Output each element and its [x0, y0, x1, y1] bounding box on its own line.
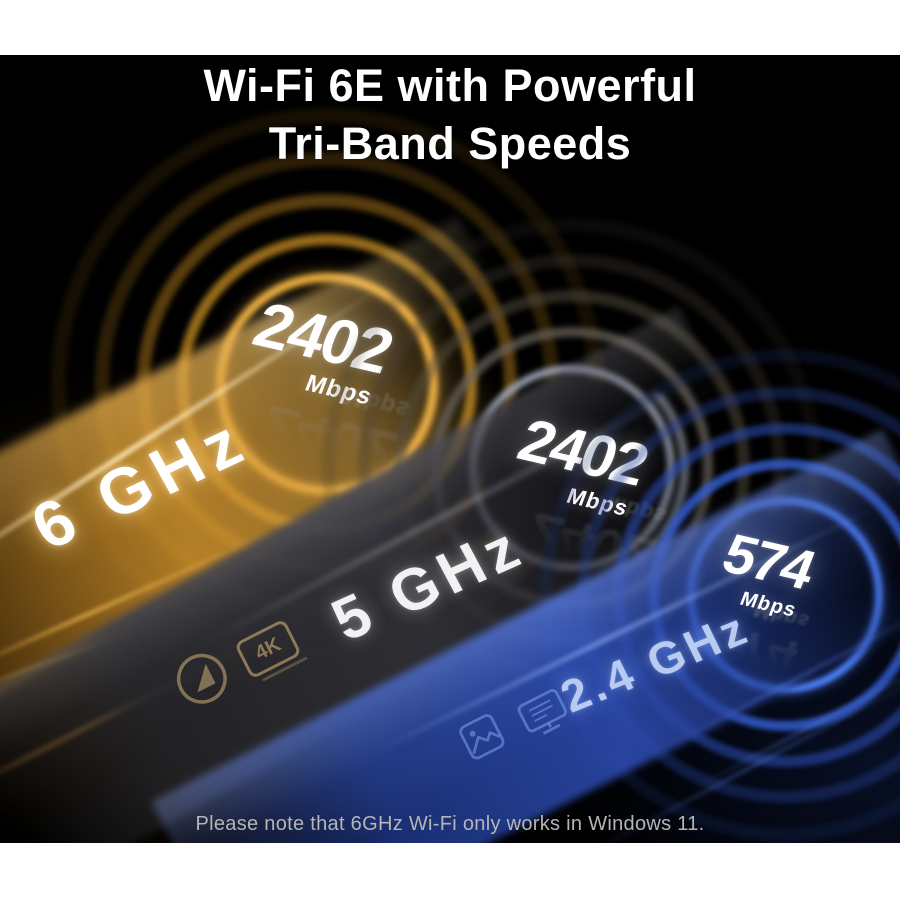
bottom-margin: [0, 843, 900, 900]
title-line-2: Tri-Band Speeds: [268, 118, 632, 169]
4k-badge-label: 4K: [251, 632, 285, 665]
hero-graphic: 2402 Mbps 2402 Mbps 6 GHz: [0, 55, 900, 843]
page-title: Wi-Fi 6E with Powerful Tri-Band Speeds: [0, 57, 900, 173]
monitor-icon: [511, 682, 580, 749]
navigation-arrow-circle-icon: [163, 640, 243, 722]
footnote: Please note that 6GHz Wi-Fi only works i…: [195, 813, 705, 835]
top-margin: [0, 0, 900, 55]
title-line-1: Wi-Fi 6E with Powerful: [203, 60, 697, 111]
photo-icon: [451, 706, 515, 772]
